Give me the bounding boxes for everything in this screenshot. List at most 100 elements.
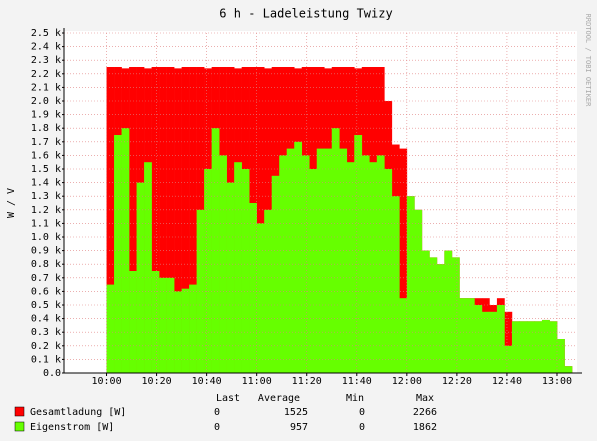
- area-step: [451, 257, 460, 373]
- area-step: [331, 128, 340, 373]
- area-step: [309, 169, 318, 373]
- y-tick-label: 1.1 k: [31, 218, 61, 229]
- area-step: [189, 67, 197, 373]
- x-tick-label: 11:20: [292, 376, 322, 387]
- legend-header: Last: [216, 393, 240, 404]
- legend-label: Eigenstrom [W]: [30, 422, 114, 433]
- area-step: [114, 135, 122, 373]
- area-step: [324, 148, 333, 373]
- x-tick-label: 12:40: [492, 376, 522, 387]
- y-tick-label: 0.1 k: [31, 354, 61, 365]
- x-tick-label: 10:40: [192, 376, 222, 387]
- area-step: [466, 298, 475, 373]
- area-step: [294, 141, 303, 373]
- x-tick-label: 10:00: [91, 376, 121, 387]
- area-step: [181, 67, 190, 373]
- area-step: [249, 203, 257, 373]
- area-step: [346, 162, 355, 373]
- area-step: [129, 271, 137, 373]
- area-step: [174, 68, 182, 374]
- area-step: [564, 366, 573, 373]
- legend-swatch: [14, 421, 25, 432]
- area-step: [541, 319, 550, 373]
- x-tick-label: 11:00: [242, 376, 272, 387]
- area-step: [204, 169, 212, 373]
- area-step: [316, 148, 325, 373]
- x-tick-label: 11:40: [342, 376, 372, 387]
- legend-header: Max: [416, 393, 434, 404]
- y-tick-label: 0.7 k: [31, 273, 61, 284]
- y-tick-label: 1.7 k: [31, 137, 61, 148]
- area-step: [286, 148, 295, 373]
- legend-value: 0: [214, 407, 220, 418]
- y-tick-label: 1.0 k: [31, 232, 61, 243]
- x-tick-label: 12:20: [442, 376, 472, 387]
- y-tick-label: 0.6 k: [31, 286, 61, 297]
- area-step: [271, 175, 280, 373]
- area-step: [556, 339, 565, 373]
- y-tick-label: 1.3 k: [31, 191, 61, 202]
- area-step: [106, 284, 115, 373]
- area-step: [361, 155, 370, 373]
- area-step: [256, 67, 265, 373]
- y-tick-label: 0.8 k: [31, 259, 61, 270]
- area-step: [166, 67, 175, 373]
- area-step: [481, 311, 490, 373]
- area-step: [459, 298, 468, 373]
- area-step: [234, 162, 242, 373]
- area-step: [121, 128, 130, 373]
- area-step: [256, 223, 265, 373]
- x-tick-label: 10:20: [142, 376, 172, 387]
- area-step: [511, 321, 520, 373]
- y-tick-label: 2.4 k: [31, 42, 61, 53]
- area-step: [519, 321, 528, 373]
- y-tick-label: 0.3 k: [31, 327, 61, 338]
- area-step: [136, 182, 145, 373]
- y-tick-label: 0.0: [43, 368, 61, 379]
- chart-title: 6 h - Ladeleistung Twizy: [219, 7, 392, 21]
- area-step: [376, 155, 385, 373]
- y-tick-label: 1.6 k: [31, 150, 61, 161]
- legend-header: Average: [258, 393, 300, 404]
- y-tick-label: 2.5 k: [31, 28, 61, 39]
- legend-value: 2266: [413, 407, 437, 418]
- y-tick-label: 0.9 k: [31, 246, 61, 257]
- area-step: [429, 257, 438, 373]
- area-step: [159, 67, 167, 373]
- area-step: [241, 169, 250, 373]
- area-step: [159, 277, 167, 373]
- y-tick-label: 2.3 k: [31, 55, 61, 66]
- y-tick-label: 2.0 k: [31, 96, 61, 107]
- area-step: [151, 67, 160, 373]
- area-step: [504, 311, 513, 373]
- area-step: [151, 271, 160, 373]
- area-step: [354, 135, 363, 373]
- area-step: [211, 128, 220, 373]
- area-step: [129, 67, 137, 373]
- area-step: [399, 148, 408, 373]
- area-step: [339, 148, 348, 373]
- y-tick-label: 2.2 k: [31, 69, 61, 80]
- area-step: [549, 321, 558, 373]
- area-step: [436, 264, 445, 373]
- area-step: [399, 298, 408, 373]
- y-axis-label: W / V: [6, 188, 17, 218]
- area-step: [444, 250, 453, 373]
- area-step: [534, 321, 543, 373]
- legend-value: 1525: [284, 407, 308, 418]
- y-tick-label: 0.5 k: [31, 300, 61, 311]
- area-step: [166, 277, 175, 373]
- x-tick-label: 12:00: [392, 376, 422, 387]
- y-tick-label: 1.2 k: [31, 205, 61, 216]
- legend-label: Gesamtladung [W]: [30, 407, 126, 418]
- y-tick-label: 0.2 k: [31, 341, 61, 352]
- area-step: [196, 209, 205, 373]
- y-tick-label: 1.8 k: [31, 123, 61, 134]
- legend-swatch: [14, 406, 25, 417]
- area-step: [301, 155, 310, 373]
- legend-value: 957: [290, 422, 308, 433]
- area-step: [474, 305, 483, 373]
- area-step: [181, 288, 190, 373]
- y-tick-label: 1.9 k: [31, 110, 61, 121]
- area-step: [369, 162, 378, 373]
